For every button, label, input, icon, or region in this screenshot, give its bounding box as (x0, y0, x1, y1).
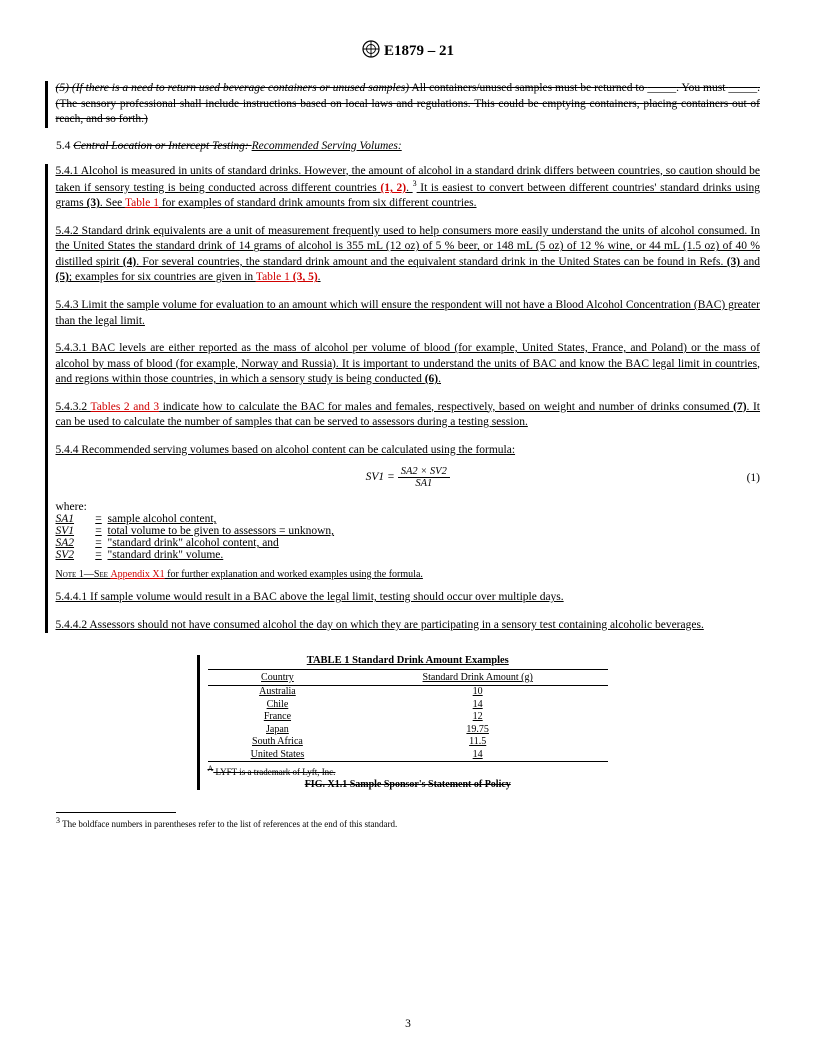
para-5-4-1: 5.4.1 Alcohol is measured in units of st… (56, 164, 761, 212)
para-5-4-2: 5.4.2 Standard drink equivalents are a u… (56, 224, 761, 286)
table-row: South Africa11.5 (208, 736, 609, 749)
table-1-footnote: A LYFT is a trademark of Lyft, Inc. (208, 763, 609, 777)
table-1-col2: Standard Drink Amount (g) (423, 672, 533, 683)
table-row: France12 (208, 711, 609, 724)
page-number: 3 (405, 1018, 411, 1030)
para-5-4-4-2: 5.4.4.2 Assessors should not have consum… (56, 618, 761, 634)
page-header: E1879 – 21 (56, 40, 760, 63)
formula-1: SV1 = SA2 × SV2SA1 (1) (56, 466, 761, 489)
para-5-4-3: 5.4.3 Limit the sample volume for evalua… (56, 298, 761, 329)
item-5-struck: (5) (If there is a need to return used b… (56, 81, 761, 128)
designation: E1879 – 21 (384, 43, 454, 59)
table-row: Chile14 (208, 699, 609, 712)
footnote-rule (56, 812, 176, 813)
para-5-4-4-1: 5.4.4.1 If sample volume would result in… (56, 590, 761, 606)
fig-x1-1-caption: FIG. X1.1 Sample Sponsor's Statement of … (208, 779, 609, 790)
table-1-title: TABLE 1 Standard Drink Amount Examples (208, 655, 609, 669)
table-1-block: TABLE 1 Standard Drink Amount Examples C… (208, 655, 608, 790)
footnote-3: 3 The boldface numbers in parentheses re… (56, 816, 760, 829)
table-row: United States14 (208, 749, 609, 762)
astm-logo-icon (362, 40, 380, 63)
table-1-col1: Country (261, 672, 294, 683)
para-5-4-4: 5.4.4 Recommended serving volumes based … (56, 443, 761, 459)
note-1: Note 1—See Appendix X1 for further expla… (56, 569, 761, 580)
table-row: Australia10 (208, 686, 609, 699)
table-row: Japan19.75 (208, 724, 609, 737)
section-5-4-head: 5.4 Central Location or Intercept Testin… (56, 140, 760, 152)
where-block: where: SA1=sample alcohol content, SV1=t… (56, 501, 761, 561)
para-5-4-3-2: 5.4.3.2 Tables 2 and 3 indicate how to c… (56, 400, 761, 431)
para-5-4-3-1: 5.4.3.1 BAC levels are either reported a… (56, 341, 761, 388)
table-1: Country Standard Drink Amount (g) Austra… (208, 669, 609, 762)
